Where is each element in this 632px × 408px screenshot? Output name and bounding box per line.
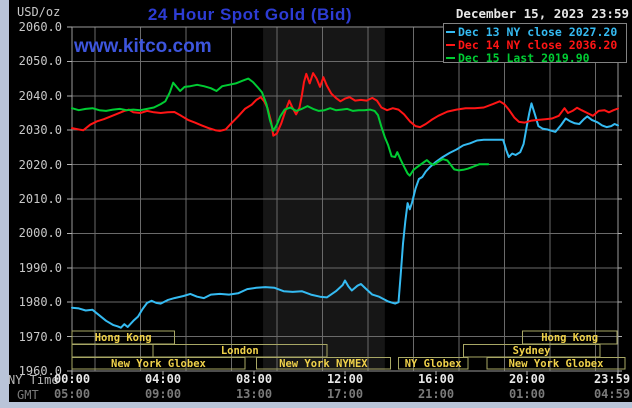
session-box [397,357,469,370]
session-box [71,357,246,370]
session-box [255,357,391,370]
x-axis-label-ny: 12:00 [326,372,364,386]
x-axis-label-gmt: 21:00 [417,387,455,401]
series-line-dec-15 [71,77,490,177]
session-label: NY Globex [404,358,462,370]
y-axis-label: 2060.0 [18,20,62,34]
y-axis-label: 2010.0 [18,192,62,206]
x-axis-label-gmt: 05:00 [53,387,91,401]
legend-dash-icon [446,43,455,46]
x-axis-label-gmt: 09:00 [144,387,182,401]
legend-item: Dec 15 Last 2019.90 [444,50,626,65]
y-axis-label: 2030.0 [18,123,62,138]
x-axis-label-ny: 16:00 [417,372,455,386]
session-label: New York NYMEX [279,358,368,370]
ny-time-row-label: NY Time [8,373,59,387]
page-edge-bottom [0,402,632,408]
y-axis-label: 2040.0 [18,88,62,103]
session-label: New York Globex [111,358,206,370]
legend-dash-icon [446,56,455,59]
series-line-dec-14 [71,72,619,137]
kitco-watermark-link[interactable]: www.kitco.com [74,36,212,57]
x-axis-label-ny: 23:59 [593,372,631,386]
session-box [486,357,626,370]
session-label: New York Globex [508,358,604,370]
chart-datetime: December 15, 2023 23:59 [455,6,629,21]
session-label: Sydney [512,345,551,357]
y-axis-label: 1980.0 [18,295,62,310]
page-edge-left [0,0,9,408]
legend-item-label: Dec 13 NY close 2027.20 [458,24,618,39]
y-axis-unit-label: USD/oz [17,5,61,19]
session-label: Hong Kong [94,331,152,344]
session-label: Hong Kong [541,331,599,344]
y-axis-label: 2020.0 [18,157,62,172]
legend-box: Dec 13 NY close 2027.20 Dec 14 NY close 2… [443,23,627,65]
x-axis-label-gmt: 13:00 [235,387,273,401]
chart-title: 24 Hour Spot Gold (Bid) [147,5,353,24]
y-axis-label: 1970.0 [18,329,62,344]
legend-dash-icon [446,30,455,33]
x-axis-label-ny: 00:00 [53,372,91,386]
legend-item-label: Dec 14 NY close 2036.20 [458,37,618,52]
y-axis-label: 2050.0 [18,54,62,69]
x-axis-label-ny: 08:00 [235,372,273,386]
y-axis-label: 2000.0 [18,226,62,241]
legend-item-label: Dec 15 Last 2019.90 [458,50,590,65]
y-axis-label: 1960.0 [18,364,62,378]
y-axis-label: 1990.0 [18,260,62,275]
x-axis-label-gmt: 01:00 [508,387,546,401]
x-axis-label-ny: 04:00 [144,372,182,386]
x-axis-label-gmt: 04:59 [593,387,631,401]
session-label: London [220,345,259,357]
x-axis-label-gmt: 17:00 [326,387,364,401]
legend-item: Dec 13 NY close 2027.20 [444,24,626,39]
legend-item: Dec 14 NY close 2036.20 [444,37,626,52]
series-line-dec-13 [71,102,619,329]
x-axis-label-ny: 20:00 [508,372,546,386]
gmt-row-label: GMT [17,388,39,402]
